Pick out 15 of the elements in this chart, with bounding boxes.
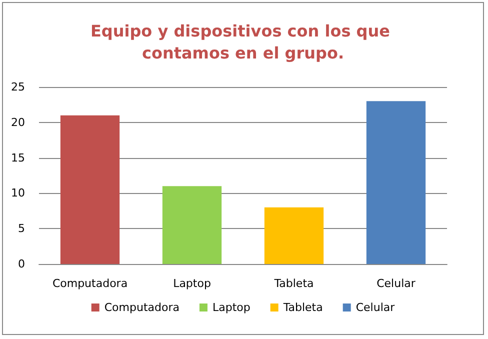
x-tick-label: Computadora [52,277,128,290]
legend-label: Celular [356,301,396,314]
y-tick-label: 25 [11,80,25,94]
y-tick-label: 15 [11,151,25,164]
y-tick-label: 20 [11,116,25,129]
chart-title: Equipo y dispositivos con los que contamos en el grupo. [90,22,396,62]
legend-label: Laptop [212,301,250,314]
y-tick-label: 5 [18,222,25,236]
x-tick-label: Celular [376,277,416,290]
x-tick-label: Laptop [173,277,211,290]
legend-label: Tableta [282,301,323,314]
x-tick-label: Tableta [273,277,314,290]
y-tick-label: 0 [18,258,25,270]
legend-label: Computadora [104,301,180,314]
y-tick-label: 10 [11,186,25,200]
